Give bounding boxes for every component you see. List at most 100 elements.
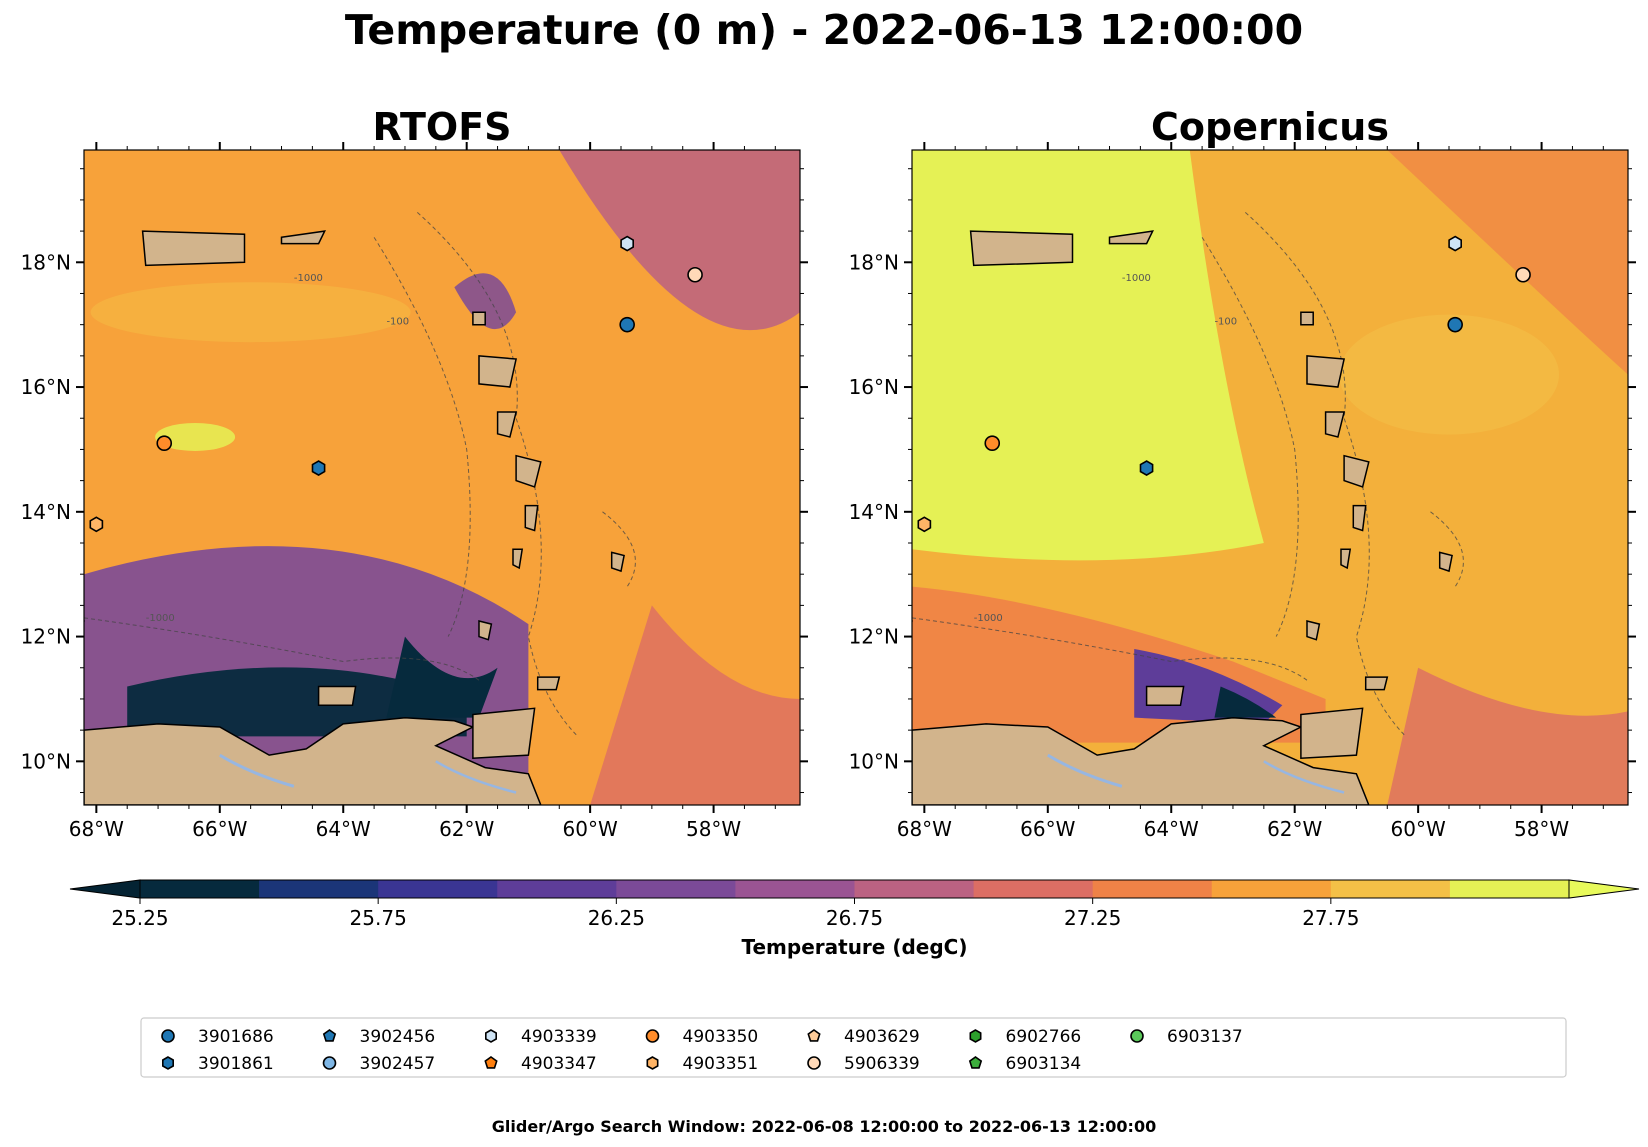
island-martinique — [1343, 454, 1370, 488]
lon-tick-label: 68°W — [897, 817, 952, 841]
legend-label: 6903137 — [1167, 1027, 1243, 1047]
float-marker-4903351 — [917, 516, 932, 533]
contour-label: -1000 — [146, 613, 175, 624]
legend-marker-6903137 — [1130, 1029, 1144, 1043]
bathymetry-contours — [912, 212, 1464, 737]
colorbar-extend-over — [1568, 879, 1640, 899]
island-guadeloupe — [478, 355, 518, 388]
lon-tick-label: 60°W — [1391, 817, 1446, 841]
island-st-vincent — [512, 548, 524, 570]
figure-title: Temperature (0 m) - 2022-06-13 12:00:00 — [344, 6, 1304, 54]
legend-marker-3901861 — [162, 1056, 174, 1070]
legend-label: 6902766 — [1006, 1027, 1082, 1047]
lon-tick-label: 64°W — [316, 817, 371, 841]
colorbar-segment — [973, 880, 1094, 898]
island-virgin-islands — [280, 230, 326, 245]
colorbar-segment — [1330, 880, 1451, 898]
island-grenada — [478, 620, 493, 641]
legend: 3901686 3901861 3902456 3902457 4903339 49033… — [140, 1017, 1567, 1078]
island-st-lucia — [524, 504, 539, 532]
lon-tick-label: 66°W — [192, 817, 247, 841]
island-dominica — [1324, 411, 1346, 438]
lon-tick-label: 64°W — [1144, 817, 1199, 841]
colorbar-segment — [735, 880, 855, 898]
contour-label: -100 — [1214, 317, 1237, 328]
colorbar-tick-label: 27.25 — [1064, 906, 1121, 930]
legend-label: 3901861 — [198, 1054, 274, 1074]
search-window-footer: Glider/Argo Search Window: 2022-06-08 12… — [491, 1117, 1157, 1136]
legend-marker-4903339 — [484, 1029, 498, 1043]
legend-marker-6902766 — [969, 1029, 982, 1043]
contour-label: -1000 — [974, 613, 1003, 624]
lat-tick-label: 14°N — [849, 500, 899, 524]
island-margarita — [1145, 685, 1185, 706]
island-st-lucia — [1352, 504, 1367, 532]
legend-label: 6903134 — [1006, 1054, 1082, 1074]
legend-box — [140, 1017, 1567, 1078]
contour-label: -1000 — [1122, 273, 1151, 284]
legend-marker-4903351 — [646, 1056, 659, 1070]
float-marker-3901861 — [1139, 460, 1154, 477]
river — [1047, 753, 1123, 788]
legend-marker-5906339 — [807, 1056, 821, 1070]
map-frame — [83, 149, 801, 806]
map-panel-copernicus: Copernicus -1000 -1000 -100 68°W 66°W 64°W 62°W… — [849, 105, 1636, 841]
lat-tick-label: 12°N — [849, 625, 899, 649]
lat-tick-label: 18°N — [21, 250, 71, 274]
island-trinidad — [1300, 707, 1364, 759]
legend-marker-3902457 — [322, 1056, 337, 1070]
legend-marker-4903350 — [645, 1029, 660, 1043]
lon-tick-label: 62°W — [439, 817, 494, 841]
float-marker-3901686 — [1447, 316, 1463, 333]
bathymetry-contours — [84, 212, 636, 737]
colorbar-segment — [616, 880, 736, 898]
river — [219, 753, 295, 788]
island-st-vincent — [1340, 548, 1352, 570]
legend-marker-3901686 — [161, 1029, 175, 1043]
south-america-coast — [84, 716, 542, 805]
island-puerto-rico — [969, 230, 1074, 267]
island-bonaire — [84, 620, 85, 625]
lat-tick-label: 14°N — [21, 500, 71, 524]
float-marker-4903339 — [1448, 235, 1462, 252]
lat-tick-label: 16°N — [21, 375, 71, 399]
legend-marker-3902456 — [322, 1029, 337, 1042]
float-marker-5906339 — [1515, 266, 1531, 283]
colorbar: 25.25 25.75 26.25 26.75 27.25 27.75 Temperatur… — [69, 879, 1640, 959]
legend-marker-4903629 — [807, 1029, 821, 1042]
legend-label: 4903629 — [844, 1027, 920, 1047]
colorbar-tick-label: 25.75 — [350, 906, 407, 930]
island-grenada — [1306, 620, 1321, 641]
colorbar-segment — [854, 880, 975, 898]
island-antigua — [472, 311, 486, 326]
panel-title: Copernicus — [1151, 105, 1389, 149]
colorbar-label: Temperature (degC) — [742, 935, 968, 959]
lon-tick-label: 58°W — [686, 817, 741, 841]
map-frame — [911, 149, 1629, 806]
float-marker-3901686 — [619, 316, 635, 333]
island-tobago — [1364, 676, 1389, 691]
legend-label: 5906339 — [844, 1054, 920, 1074]
map-panel-rtofs: RTOFS -1000 -1000 -100 68°W 66°W 64°W 62°W 60°W 5… — [21, 105, 808, 841]
island-guadeloupe — [1306, 355, 1346, 388]
legend-label: 3901686 — [198, 1027, 274, 1047]
colorbar-tick-label: 25.25 — [111, 906, 168, 930]
river — [1263, 760, 1345, 794]
lat-tick-label: 10°N — [21, 749, 71, 773]
colorbar-tick-label: 27.75 — [1302, 906, 1359, 930]
lat-tick-label: 18°N — [849, 250, 899, 274]
river — [435, 760, 517, 794]
float-marker-3901861 — [311, 460, 326, 477]
lat-tick-label: 10°N — [849, 749, 899, 773]
south-america-coast — [912, 716, 1370, 805]
float-marker-5906339 — [687, 266, 703, 283]
legend-label: 4903347 — [521, 1054, 597, 1074]
float-marker-4903339 — [620, 235, 635, 252]
island-martinique — [515, 454, 542, 488]
legend-marker-6903134 — [968, 1056, 983, 1069]
island-tobago — [536, 676, 561, 691]
float-marker-4903350 — [156, 435, 173, 451]
panel-title: RTOFS — [372, 105, 511, 149]
legend-label: 4903351 — [683, 1054, 759, 1074]
